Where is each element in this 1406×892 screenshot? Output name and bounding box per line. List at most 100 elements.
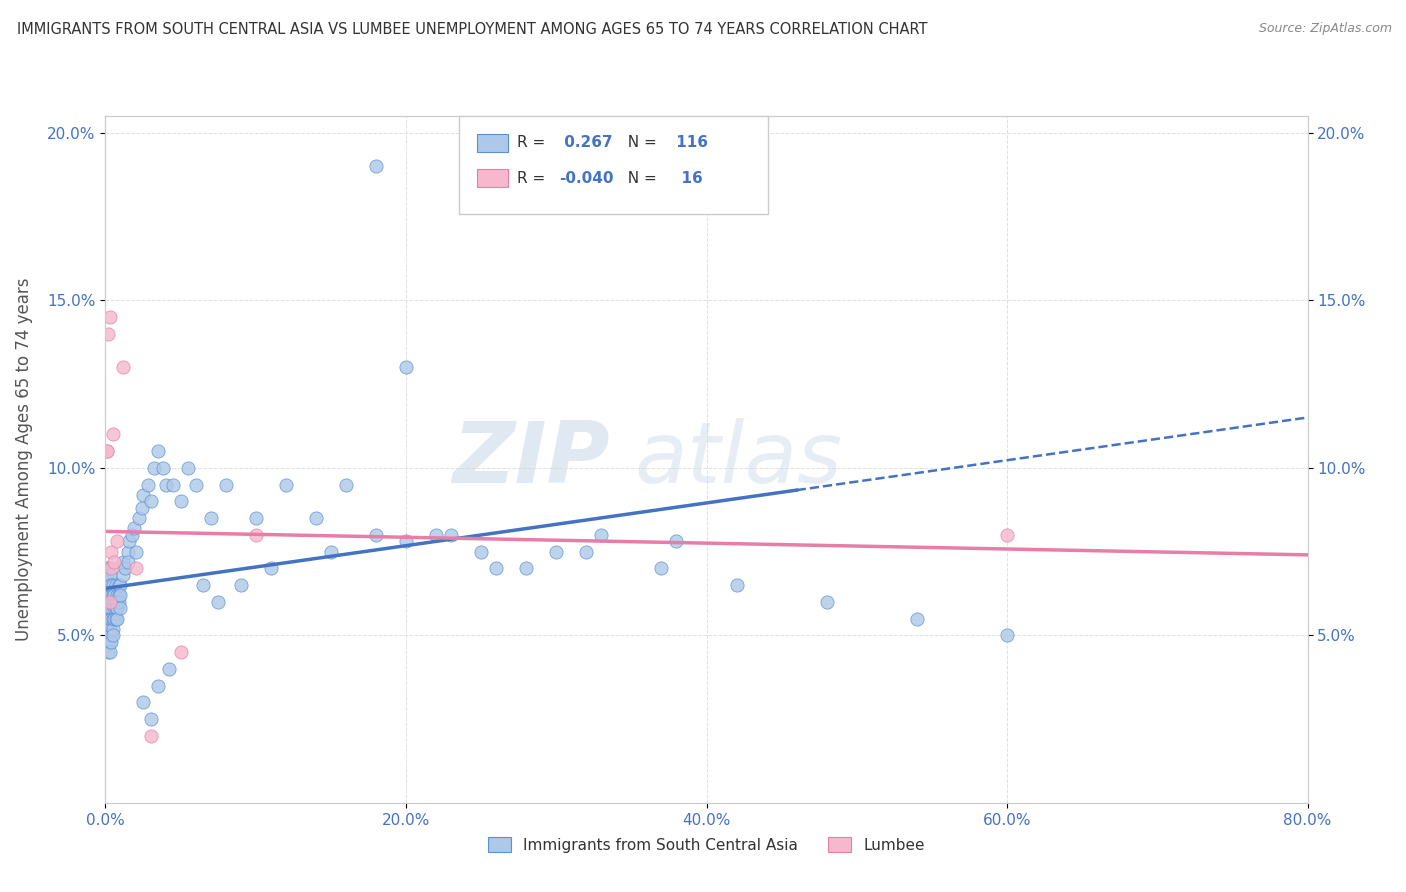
Point <box>364 528 387 542</box>
Point <box>98 645 121 659</box>
Point <box>97 611 120 625</box>
Point <box>103 601 125 615</box>
Point <box>101 622 124 636</box>
Point <box>97 588 120 602</box>
Point <box>112 360 135 375</box>
Point <box>110 601 132 615</box>
Point <box>107 611 129 625</box>
Point <box>104 595 127 609</box>
Text: R =: R = <box>517 136 550 150</box>
Point <box>169 645 191 659</box>
Point <box>103 555 125 569</box>
Point <box>104 578 127 592</box>
Point <box>117 544 139 558</box>
Point <box>97 578 120 592</box>
Point <box>122 521 145 535</box>
Point <box>100 561 122 575</box>
Point <box>96 628 118 642</box>
Point <box>146 444 169 458</box>
Point <box>575 544 598 558</box>
Point <box>260 561 283 575</box>
Point <box>142 460 165 475</box>
Point <box>97 326 120 341</box>
Point <box>169 494 191 508</box>
Point <box>96 601 118 615</box>
Text: atlas: atlas <box>634 417 842 501</box>
Text: Source: ZipAtlas.com: Source: ZipAtlas.com <box>1258 22 1392 36</box>
Legend: Immigrants from South Central Asia, Lumbee: Immigrants from South Central Asia, Lumb… <box>481 830 932 861</box>
Text: ZIP: ZIP <box>453 417 610 501</box>
Point <box>97 628 120 642</box>
Point <box>96 595 118 609</box>
Point <box>139 729 162 743</box>
Point <box>136 477 159 491</box>
Point <box>98 622 121 636</box>
Point <box>118 534 141 549</box>
Point <box>245 528 267 542</box>
Point <box>121 528 143 542</box>
Y-axis label: Unemployment Among Ages 65 to 74 years: Unemployment Among Ages 65 to 74 years <box>15 277 34 641</box>
Point <box>96 444 118 458</box>
Point <box>100 578 122 592</box>
Point <box>96 561 118 575</box>
Point <box>97 561 120 575</box>
Point <box>162 477 184 491</box>
Point <box>101 578 124 592</box>
Point <box>110 588 132 602</box>
Point <box>100 595 122 609</box>
Point <box>274 477 297 491</box>
Point <box>108 595 131 609</box>
Point <box>546 544 568 558</box>
Point <box>128 511 150 525</box>
Point <box>97 601 120 615</box>
Text: -0.040: -0.040 <box>560 171 613 186</box>
Point <box>214 477 236 491</box>
Text: 0.267: 0.267 <box>560 136 613 150</box>
Point <box>245 511 267 525</box>
Point <box>591 528 613 542</box>
Point <box>98 578 121 592</box>
Point <box>200 511 222 525</box>
Point <box>98 611 121 625</box>
Point <box>96 588 118 602</box>
Point <box>152 460 174 475</box>
Point <box>112 555 135 569</box>
Point <box>98 310 121 324</box>
Point <box>107 601 129 615</box>
Point <box>124 561 146 575</box>
Point <box>395 534 418 549</box>
Text: R =: R = <box>517 171 550 186</box>
Point <box>98 601 121 615</box>
Point <box>96 444 118 458</box>
Point <box>132 487 155 501</box>
Point <box>103 595 125 609</box>
Point <box>97 622 120 636</box>
Point <box>100 635 122 649</box>
Point <box>207 595 229 609</box>
Point <box>905 611 928 625</box>
Point <box>96 578 118 592</box>
Point <box>97 645 120 659</box>
Point <box>100 588 122 602</box>
Point <box>995 628 1018 642</box>
Point <box>155 477 177 491</box>
Point <box>184 477 207 491</box>
Point <box>112 568 135 582</box>
Point <box>104 611 127 625</box>
Point <box>485 561 508 575</box>
Point <box>96 635 118 649</box>
Point <box>96 571 118 585</box>
Point <box>96 611 118 625</box>
Point <box>97 635 120 649</box>
Point <box>191 578 214 592</box>
Point <box>132 695 155 709</box>
Point <box>101 611 124 625</box>
Point <box>110 578 132 592</box>
Point <box>117 555 139 569</box>
Point <box>100 628 122 642</box>
Point <box>107 534 129 549</box>
Point <box>98 568 121 582</box>
Point <box>98 595 121 609</box>
Point <box>665 534 688 549</box>
Point <box>395 360 418 375</box>
